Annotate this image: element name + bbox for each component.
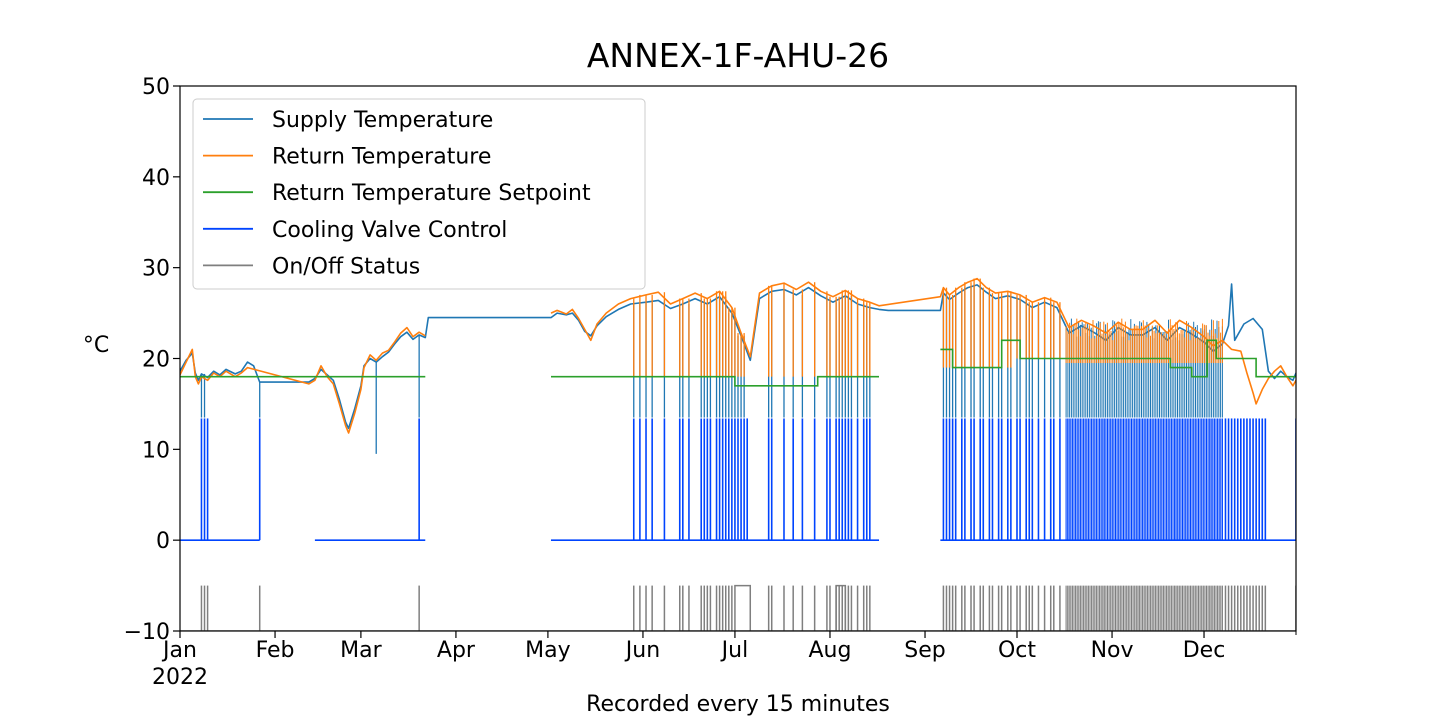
x-tick-label: Jun (624, 638, 660, 663)
legend-label-supply-temperature: Supply Temperature (272, 108, 493, 133)
y-tick-label: 30 (142, 257, 170, 282)
x-tick-label: Aug (808, 638, 851, 663)
legend-label-return-temperature-setpoint: Return Temperature Setpoint (272, 181, 591, 206)
return-temperature-line-0 (180, 326, 426, 434)
y-axis-label: °C (83, 333, 109, 358)
on-off-status-series (180, 584, 1296, 631)
on-off-status-on-block (734, 584, 752, 631)
y-axis: −10 0 10 20 30 40 50 (124, 75, 180, 645)
return-temperature-line-1 (550, 277, 1296, 405)
legend-box (192, 98, 646, 290)
legend: Supply Temperature Return Temperature Retu… (192, 98, 646, 290)
supply-temperature-dense-band (1065, 318, 1223, 418)
return-temperature-dense-band (1065, 318, 1223, 363)
x-tick-label: Apr (437, 638, 476, 663)
legend-label-cooling-valve-control: Cooling Valve Control (272, 218, 507, 243)
y-tick-label: 40 (142, 166, 170, 191)
x-tick-label: Mar (340, 638, 382, 663)
on-off-status-dense-band (1065, 585, 1223, 631)
x-axis-label: Recorded every 15 minutes (586, 692, 890, 717)
x-tick-label: Feb (256, 638, 295, 663)
return-temperature-setpoint-segment-1 (551, 375, 879, 387)
series-layer (180, 277, 1296, 631)
x-tick-label: Jan (161, 638, 197, 663)
x-tick-label: Nov (1091, 638, 1134, 663)
y-tick-label: 0 (156, 529, 170, 554)
legend-label-on-off-status: On/Off Status (272, 254, 420, 279)
y-tick-label: 50 (142, 75, 170, 100)
cooling-valve-control-series (180, 418, 1296, 541)
x-tick-label: May (525, 638, 570, 663)
y-tick-label: 20 (142, 348, 170, 373)
x-tick-label: Jul (720, 638, 749, 663)
x-tick-label: Dec (1183, 638, 1226, 663)
x-tick-sublabel: 2022 (152, 665, 208, 690)
x-tick-label: Oct (998, 638, 1036, 663)
return-temperature-setpoint-series (180, 339, 1296, 387)
y-tick-label: −10 (124, 620, 170, 645)
return-temperature-setpoint-segment-2 (940, 339, 1296, 378)
y-tick-label: 10 (142, 438, 170, 463)
legend-label-return-temperature: Return Temperature (272, 145, 491, 170)
return-temperature-series (180, 277, 1296, 434)
on-off-status-on-block (835, 584, 847, 631)
chart-title: ANNEX-1F-AHU-26 (587, 36, 889, 75)
cooling-valve-control-dense-band (1065, 418, 1223, 541)
x-tick-label: Sep (904, 638, 945, 663)
